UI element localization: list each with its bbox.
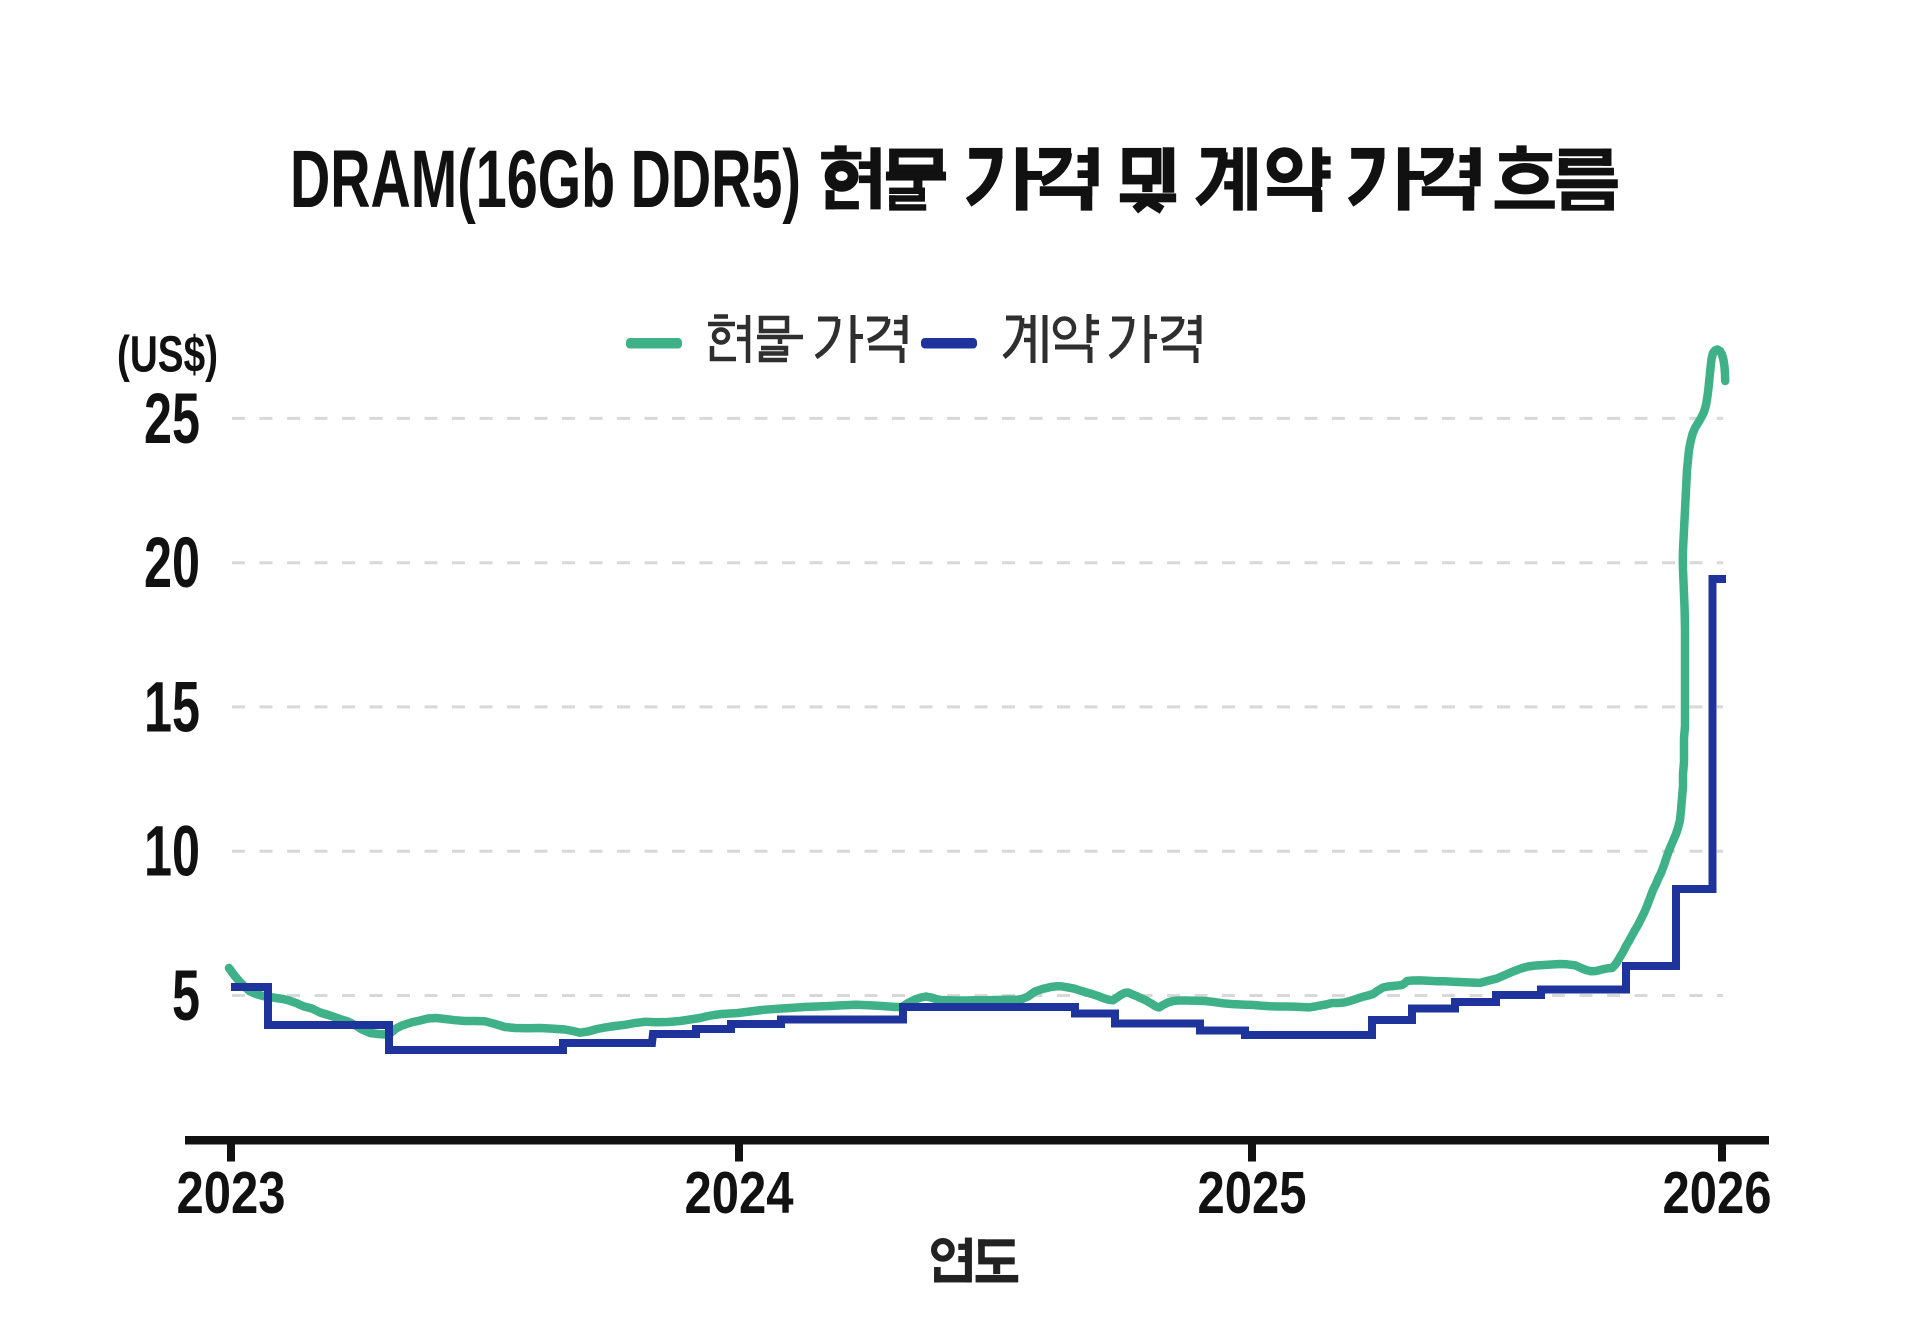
svg-text:2025: 2025 xyxy=(1198,1160,1307,1226)
svg-text:25: 25 xyxy=(144,380,200,459)
svg-text:(US$): (US$) xyxy=(117,326,218,383)
svg-text:20: 20 xyxy=(144,524,200,603)
svg-text:5: 5 xyxy=(172,957,200,1036)
svg-text:10: 10 xyxy=(144,813,200,892)
svg-text:2023: 2023 xyxy=(177,1160,286,1226)
svg-text:2024: 2024 xyxy=(685,1160,794,1226)
svg-text:DRAM(16Gb DDR5): DRAM(16Gb DDR5) xyxy=(290,134,801,225)
svg-text:15: 15 xyxy=(144,668,200,747)
svg-text:2026: 2026 xyxy=(1663,1160,1772,1226)
